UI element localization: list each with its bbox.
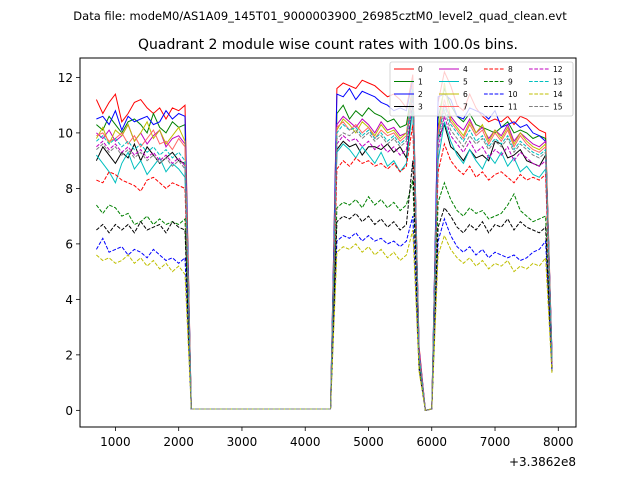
x-tick-label: 6000 xyxy=(416,435,447,449)
series-line-10 xyxy=(95,215,553,412)
y-tick-label: 8 xyxy=(65,182,73,196)
y-axis: 0 2 4 6 8 10 12 xyxy=(58,71,80,418)
chart-title: Quadrant 2 module wise count rates with … xyxy=(138,37,518,53)
y-tick-label: 4 xyxy=(65,293,73,307)
y-tick-label: 0 xyxy=(65,404,73,418)
legend-label-10: 10 xyxy=(508,90,518,99)
figure-supertitle: Data file: modeM0/AS1A09_145T01_90000039… xyxy=(73,9,567,23)
legend-label-5: 5 xyxy=(463,77,468,86)
legend-label-14: 14 xyxy=(553,90,563,99)
x-tick-label: 4000 xyxy=(290,435,321,449)
x-axis: 1000 2000 3000 4000 5000 6000 7000 8000 xyxy=(100,427,574,449)
x-tick-label: 3000 xyxy=(227,435,258,449)
legend-label-3: 3 xyxy=(418,102,423,111)
series-line-8 xyxy=(96,124,553,412)
y-tick-label: 2 xyxy=(65,348,73,362)
legend-label-13: 13 xyxy=(553,77,563,86)
series-line-14 xyxy=(96,229,553,412)
x-axis-offset-label: +3.3862e8 xyxy=(509,455,576,469)
x-tick-label: 5000 xyxy=(353,435,384,449)
plot-frame xyxy=(79,57,577,428)
legend-label-8: 8 xyxy=(508,65,513,74)
series-line-12 xyxy=(96,96,553,412)
legend-label-7: 7 xyxy=(463,102,468,111)
legend-box xyxy=(389,61,574,117)
legend-label-9: 9 xyxy=(508,77,513,86)
y-tick-label: 10 xyxy=(58,126,73,140)
legend-label-6: 6 xyxy=(463,90,468,99)
y-tick-label: 12 xyxy=(58,71,73,85)
x-tick-label: 2000 xyxy=(163,435,194,449)
legend-label-12: 12 xyxy=(553,65,563,74)
series-line-9 xyxy=(96,179,553,412)
series-line-11 xyxy=(96,160,553,412)
x-tick-label: 1000 xyxy=(100,435,131,449)
legend-label-2: 2 xyxy=(418,90,423,99)
x-tick-label: 7000 xyxy=(480,435,511,449)
legend-label-15: 15 xyxy=(553,102,563,111)
legend-label-1: 1 xyxy=(418,77,423,86)
series-line-13 xyxy=(96,88,553,412)
series-line-15 xyxy=(96,94,553,412)
x-tick-label: 8000 xyxy=(543,435,574,449)
legend-label-4: 4 xyxy=(463,65,468,74)
legend-label-11: 11 xyxy=(508,102,518,111)
plot-lines xyxy=(95,70,553,412)
series-line-1 xyxy=(96,85,553,412)
legend-label-0: 0 xyxy=(418,65,423,74)
series-line-0 xyxy=(95,70,553,412)
y-tick-label: 6 xyxy=(65,237,73,251)
